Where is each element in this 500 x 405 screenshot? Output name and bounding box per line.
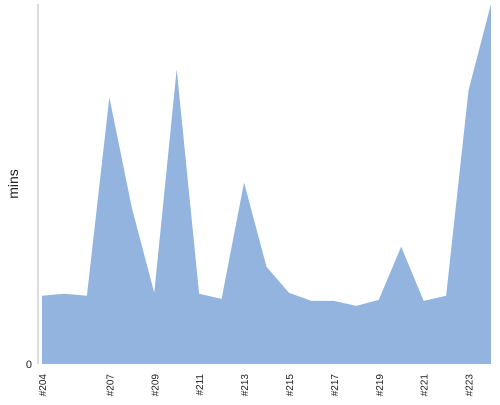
x-tick-label: #215: [285, 374, 296, 397]
y-axis-ticks: 0: [26, 359, 32, 371]
x-axis-ticks: #204 #207 #209 #211 #213 #215 #217 #219 #221 #223…: [38, 374, 476, 397]
x-tick-label: #223: [465, 374, 476, 397]
x-tick-label: #207: [105, 374, 116, 397]
x-tick-label: #209: [150, 374, 161, 397]
x-tick-label: #211: [195, 374, 206, 396]
area-series-fill: [42, 4, 491, 364]
y-axis-label: mins: [5, 169, 21, 199]
x-tick-label: #213: [240, 374, 251, 397]
x-tick-label: #217: [330, 374, 341, 397]
x-tick-label: #204: [38, 374, 49, 397]
x-tick-label: #219: [375, 374, 386, 397]
y-tick-label: 0: [26, 359, 32, 371]
x-tick-label: #221: [420, 374, 431, 397]
